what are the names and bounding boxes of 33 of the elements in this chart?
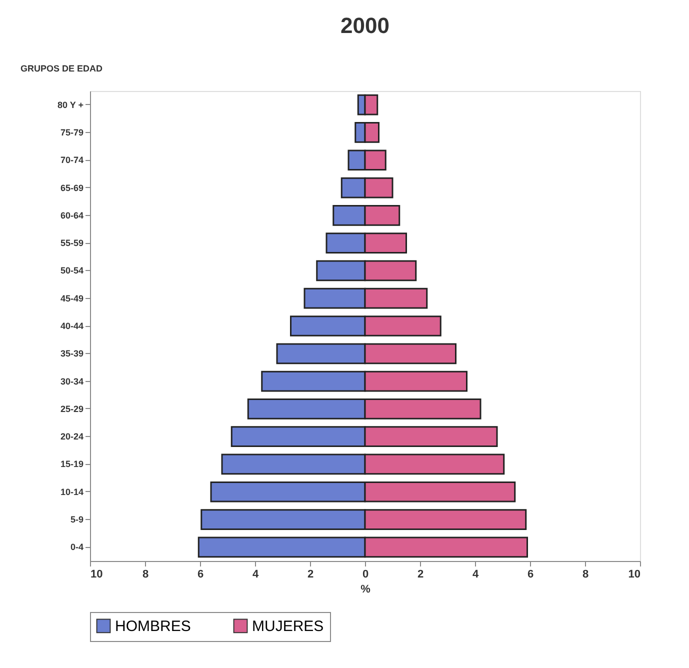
y-tick-label: 50-54 [60,266,84,276]
y-tick-label: 60-64 [60,210,84,220]
y-tick-label: 0-4 [70,542,84,552]
x-tick-label: 10 [628,568,640,580]
x-tick-label: 2 [417,568,424,580]
y-tick-label: 5-9 [70,514,84,525]
y-tick-label: 35-39 [60,348,84,359]
y-tick-label: 75-79 [60,127,84,138]
y-tick-label: 10-14 [60,486,84,497]
x-axis-title: % [360,584,371,596]
y-tick-label: 15-19 [60,459,84,470]
chart-title: 2000 [340,13,390,38]
y-tick-label: 70-74 [60,155,84,166]
y-tick-label: 40-44 [60,321,84,331]
x-tick-label: 6 [527,568,534,580]
x-tick-label: 0 [362,568,369,580]
y-tick-label: 55-59 [60,238,84,248]
x-tick-label: 8 [582,568,589,580]
x-tick-label: 6 [197,568,204,580]
x-tick-label: 10 [90,568,103,580]
x-tick-label: 4 [472,568,480,580]
y-tick-label: 25-29 [60,404,84,414]
y-tick-label: 80 Y + [58,100,84,110]
y-tick-label: 20-24 [60,432,84,442]
y-axis-title: GRUPOS DE EDAD [20,64,104,74]
legend-label: MUJERES [252,618,324,635]
x-tick-label: 4 [252,568,260,580]
legend-label: HOMBRES [115,618,191,635]
y-tick-label: 65-69 [60,182,84,193]
x-tick-label: 2 [307,568,314,580]
x-tick-label: 8 [142,568,149,580]
y-tick-label: 30-34 [60,376,84,386]
y-tick-label: 45-49 [60,293,84,304]
